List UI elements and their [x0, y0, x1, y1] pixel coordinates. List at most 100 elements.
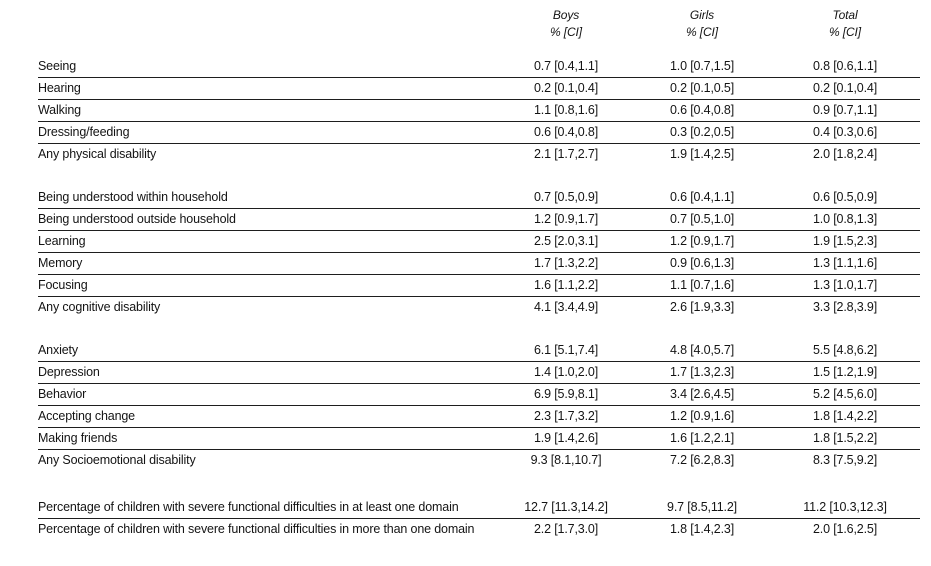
value-cell-girls: 0.9 [0.6,1.3] — [669, 256, 735, 270]
column-header-boys: Boys % [CI] — [498, 7, 634, 41]
value-cell-total: 1.5 [1.2,1.9] — [812, 365, 878, 379]
row-label: Behavior — [38, 388, 87, 401]
value-cell-boys: 6.1 [5.1,7.4] — [533, 343, 599, 357]
table-row: Anxiety 6.1 [5.1,7.4] 4.8 [4.0,5.7] 5.5 [4.… — [38, 340, 920, 362]
value-cell-boys: 1.4 [1.0,2.0] — [533, 365, 599, 379]
value-cell-total: 0.6 [0.5,0.9] — [812, 190, 878, 204]
table-body: Seeing 0.7 [0.4,1.1] 1.0 [0.7,1.5] 0.8 [0.6… — [38, 56, 920, 540]
row-label: Percentage of children with severe funct… — [38, 523, 475, 536]
value-cell-girls: 0.3 [0.2,0.5] — [669, 125, 735, 139]
value-cell-girls: 1.9 [1.4,2.5] — [669, 147, 735, 161]
table-header: Boys % [CI] Girls % [CI] Total % [CI] — [38, 4, 920, 41]
row-label: Any physical disability — [38, 148, 157, 161]
value-cell-total: 0.8 [0.6,1.1] — [812, 59, 878, 73]
value-cell-total: 0.9 [0.7,1.1] — [812, 103, 878, 117]
row-label: Depression — [38, 366, 100, 379]
value-cell-boys: 1.9 [1.4,2.6] — [533, 431, 599, 445]
table-row: Behavior 6.9 [5.9,8.1] 3.4 [2.6,4.5] 5.2 [4… — [38, 384, 920, 406]
table-row: Being understood within household 0.7 [0.… — [38, 187, 920, 209]
prevalence-table: Boys % [CI] Girls % [CI] Total % [CI] Se… — [38, 4, 920, 540]
value-cell-boys: 0.6 [0.4,0.8] — [533, 125, 599, 139]
value-cell-total: 1.9 [1.5,2.3] — [812, 234, 878, 248]
row-label: Focusing — [38, 279, 88, 292]
value-cell-girls: 1.8 [1.4,2.3] — [669, 522, 735, 536]
column-header-total: Total % [CI] — [770, 7, 920, 41]
value-cell-girls: 0.6 [0.4,1.1] — [669, 190, 735, 204]
value-cell-girls: 1.0 [0.7,1.5] — [669, 59, 735, 73]
value-cell-total: 5.2 [4.5,6.0] — [812, 387, 878, 401]
value-cell-girls: 7.2 [6.2,8.3] — [669, 453, 735, 467]
table-row: Accepting change 2.3 [1.7,3.2] 1.2 [0.9,1.… — [38, 406, 920, 428]
value-cell-girls: 1.2 [0.9,1.6] — [669, 409, 735, 423]
value-cell-total: 11.2 [10.3,12.3] — [803, 500, 887, 514]
table-row: Memory 1.7 [1.3,2.2] 0.9 [0.6,1.3] 1.3 [1.1… — [38, 253, 920, 275]
column-sublabel: % [CI] — [549, 25, 583, 39]
value-cell-boys: 0.7 [0.5,0.9] — [533, 190, 599, 204]
row-label: Accepting change — [38, 410, 135, 423]
value-cell-boys: 1.6 [1.1,2.2] — [533, 278, 599, 292]
column-sublabel: % [CI] — [828, 25, 862, 39]
value-cell-total: 5.5 [4.8,6.2] — [812, 343, 878, 357]
table-row: Any physical disability 2.1 [1.7,2.7] 1.9 … — [38, 144, 920, 165]
value-cell-boys: 1.2 [0.9,1.7] — [533, 212, 599, 226]
table-row: Being understood outside household 1.2 [0… — [38, 209, 920, 231]
value-cell-total: 1.3 [1.0,1.7] — [812, 278, 878, 292]
column-label: Boys — [552, 8, 580, 22]
value-cell-boys: 2.3 [1.7,3.2] — [533, 409, 599, 423]
row-label: Hearing — [38, 82, 81, 95]
row-label: Anxiety — [38, 344, 78, 357]
row-label: Percentage of children with severe funct… — [38, 501, 459, 514]
group-physical: Seeing 0.7 [0.4,1.1] 1.0 [0.7,1.5] 0.8 [0.6… — [38, 56, 920, 165]
value-cell-boys: 2.2 [1.7,3.0] — [533, 522, 599, 536]
column-label: Total — [832, 8, 858, 22]
value-cell-boys: 1.1 [0.8,1.6] — [533, 103, 599, 117]
table-row: Walking 1.1 [0.8,1.6] 0.6 [0.4,0.8] 0.9 [0.… — [38, 100, 920, 122]
row-label: Being understood within household — [38, 191, 228, 204]
value-cell-total: 3.3 [2.8,3.9] — [812, 300, 878, 314]
value-cell-girls: 1.1 [0.7,1.6] — [669, 278, 735, 292]
row-label: Learning — [38, 235, 86, 248]
row-label: Dressing/feeding — [38, 126, 130, 139]
value-cell-total: 1.0 [0.8,1.3] — [812, 212, 878, 226]
row-label: Making friends — [38, 432, 118, 445]
value-cell-girls: 2.6 [1.9,3.3] — [669, 300, 735, 314]
table-row: Hearing 0.2 [0.1,0.4] 0.2 [0.1,0.5] 0.2 [0.… — [38, 78, 920, 100]
value-cell-girls: 1.7 [1.3,2.3] — [669, 365, 735, 379]
value-cell-girls: 1.6 [1.2,2.1] — [669, 431, 735, 445]
value-cell-boys: 2.5 [2.0,3.1] — [533, 234, 599, 248]
value-cell-girls: 0.7 [0.5,1.0] — [669, 212, 735, 226]
value-cell-boys: 1.7 [1.3,2.2] — [533, 256, 599, 270]
value-cell-boys: 4.1 [3.4,4.9] — [533, 300, 599, 314]
value-cell-boys: 9.3 [8.1,10.7] — [530, 453, 602, 467]
table-row: Percentage of children with severe funct… — [38, 519, 920, 540]
value-cell-boys: 6.9 [5.9,8.1] — [533, 387, 599, 401]
table-row: Learning 2.5 [2.0,3.1] 1.2 [0.9,1.7] 1.9 [1… — [38, 231, 920, 253]
value-cell-total: 1.8 [1.5,2.2] — [812, 431, 878, 445]
value-cell-boys: 0.2 [0.1,0.4] — [533, 81, 599, 95]
row-label: Any cognitive disability — [38, 301, 161, 314]
value-cell-total: 2.0 [1.8,2.4] — [812, 147, 878, 161]
table-row: Dressing/feeding 0.6 [0.4,0.8] 0.3 [0.2,0.… — [38, 122, 920, 144]
group-socioemotional: Anxiety 6.1 [5.1,7.4] 4.8 [4.0,5.7] 5.5 [4.… — [38, 340, 920, 471]
value-cell-boys: 12.7 [11.3,14.2] — [524, 500, 608, 514]
value-cell-girls: 3.4 [2.6,4.5] — [669, 387, 735, 401]
row-label: Being understood outside household — [38, 213, 236, 226]
group-cognitive: Being understood within household 0.7 [0.… — [38, 187, 920, 318]
row-label: Seeing — [38, 60, 77, 73]
table-row: Depression 1.4 [1.0,2.0] 1.7 [1.3,2.3] 1.5 … — [38, 362, 920, 384]
table-row: Seeing 0.7 [0.4,1.1] 1.0 [0.7,1.5] 0.8 [0.6… — [38, 56, 920, 78]
value-cell-girls: 0.2 [0.1,0.5] — [669, 81, 735, 95]
value-cell-total: 2.0 [1.6,2.5] — [812, 522, 878, 536]
value-cell-total: 1.3 [1.1,1.6] — [812, 256, 878, 270]
column-header-girls: Girls % [CI] — [634, 7, 770, 41]
value-cell-total: 0.2 [0.1,0.4] — [812, 81, 878, 95]
value-cell-girls: 0.6 [0.4,0.8] — [669, 103, 735, 117]
value-cell-total: 1.8 [1.4,2.2] — [812, 409, 878, 423]
value-cell-girls: 1.2 [0.9,1.7] — [669, 234, 735, 248]
table-row: Making friends 1.9 [1.4,2.6] 1.6 [1.2,2.1]… — [38, 428, 920, 450]
value-cell-boys: 2.1 [1.7,2.7] — [533, 147, 599, 161]
value-cell-girls: 4.8 [4.0,5.7] — [669, 343, 735, 357]
table-row: Any cognitive disability 4.1 [3.4,4.9] 2.6… — [38, 297, 920, 318]
group-summary: Percentage of children with severe funct… — [38, 497, 920, 540]
value-cell-girls: 9.7 [8.5,11.2] — [667, 500, 737, 514]
